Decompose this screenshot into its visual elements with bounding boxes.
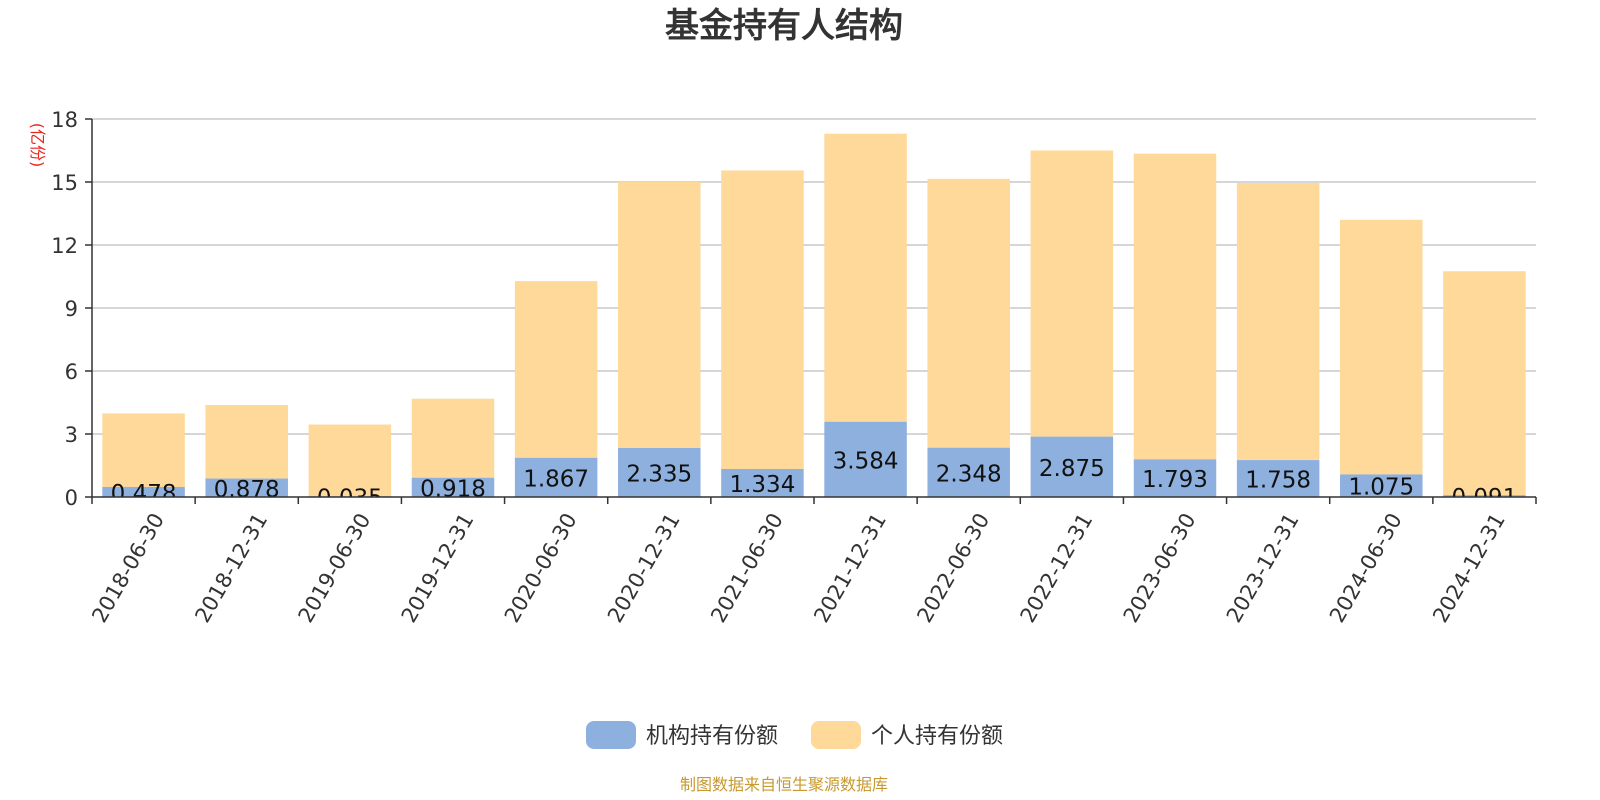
bar-institutional [1443, 495, 1526, 497]
data-labels: 0.478 0.878 0.035 0.918 1.867 2.335 1.334 3.584… [111, 448, 1518, 512]
data-label: 2.348 [936, 461, 1002, 487]
chart-title: 基金持有人结构 [665, 6, 903, 46]
source-note: 制图数据来自恒生聚源数据库 [680, 775, 888, 794]
x-tick-label: 2019-12-31 [397, 509, 479, 627]
bar-institutional [1340, 474, 1423, 497]
bar-individual [205, 405, 288, 479]
bar-individual [618, 182, 701, 448]
data-label: 2.335 [626, 461, 692, 487]
x-tick-label: 2023-06-30 [1119, 509, 1201, 627]
bar-individual [927, 178, 1010, 448]
data-label: 2.875 [1039, 456, 1105, 482]
x-axis: 2018-06-30 2018-12-31 2019-06-30 2019-12-31… [87, 496, 1537, 627]
legend-swatch [811, 721, 861, 749]
bar-institutional [618, 447, 701, 497]
bar-individual [411, 398, 495, 478]
bar-institutional [721, 468, 804, 497]
bar-individual [1340, 219, 1423, 475]
x-tick-label: 2022-12-31 [1016, 509, 1098, 627]
legend-swatch [586, 721, 636, 749]
x-tick-label: 2024-12-31 [1428, 509, 1510, 627]
bar-institutional [927, 447, 1010, 497]
bar-individual [1236, 183, 1320, 461]
data-label: 3.584 [833, 448, 899, 474]
data-label: 1.758 [1245, 468, 1311, 494]
bar-institutional [411, 477, 495, 497]
y-tick-label: 6 [65, 360, 78, 384]
x-tick-label: 2023-12-31 [1222, 509, 1304, 627]
legend-label: 个人持有份额 [871, 724, 1003, 749]
data-label: 1.793 [1142, 467, 1208, 493]
data-label: 1.334 [729, 472, 795, 498]
bar-individual [721, 170, 804, 469]
x-tick-label: 2018-12-31 [190, 509, 272, 627]
bar-individual [308, 424, 392, 497]
bar-institutional [1236, 460, 1320, 497]
x-tick-label: 2019-06-30 [294, 509, 376, 627]
data-label: 0.035 [317, 486, 383, 512]
x-tick-label: 2022-06-30 [912, 509, 994, 627]
bar-individual [1133, 153, 1217, 460]
data-label: 0.918 [420, 476, 486, 502]
legend: 机构持有份额 个人持有份额 [586, 721, 1003, 749]
bar-individual [102, 413, 185, 487]
bar-individual [824, 133, 907, 422]
data-label: 1.075 [1348, 475, 1414, 501]
x-tick-label: 2024-06-30 [1325, 509, 1407, 627]
bar-institutional [102, 486, 185, 497]
data-label: 0.878 [214, 477, 280, 503]
y-ticks: 0 3 6 9 12 15 18 [51, 108, 93, 510]
y-tick-label: 9 [65, 297, 78, 321]
y-tick-label: 12 [51, 234, 78, 258]
x-tick-label: 2020-12-31 [603, 509, 685, 627]
bar-individual [1030, 150, 1114, 437]
x-tick-label: 2018-06-30 [87, 509, 169, 627]
data-label: 0.478 [111, 481, 177, 507]
bar-institutional [1030, 436, 1114, 497]
x-tick-label: 2021-12-31 [809, 509, 891, 627]
y-tick-label: 3 [65, 423, 78, 447]
data-label: 0.091 [1451, 485, 1517, 511]
y-axis-label: (亿份) [28, 123, 47, 168]
y-tick-label: 15 [51, 171, 78, 195]
y-tick-label: 0 [65, 486, 78, 510]
bar-institutional [514, 457, 598, 497]
bar-individual [1443, 271, 1526, 496]
data-label: 1.867 [523, 466, 589, 492]
x-tick-label: 2021-06-30 [706, 509, 788, 627]
bars [102, 133, 1526, 497]
bar-institutional [824, 421, 907, 497]
bar-institutional [1133, 459, 1217, 497]
bar-institutional [205, 478, 288, 497]
y-tick-label: 18 [51, 108, 78, 132]
x-tick-label: 2020-06-30 [500, 509, 582, 627]
legend-label: 机构持有份额 [646, 724, 778, 749]
bar-individual [514, 281, 598, 458]
